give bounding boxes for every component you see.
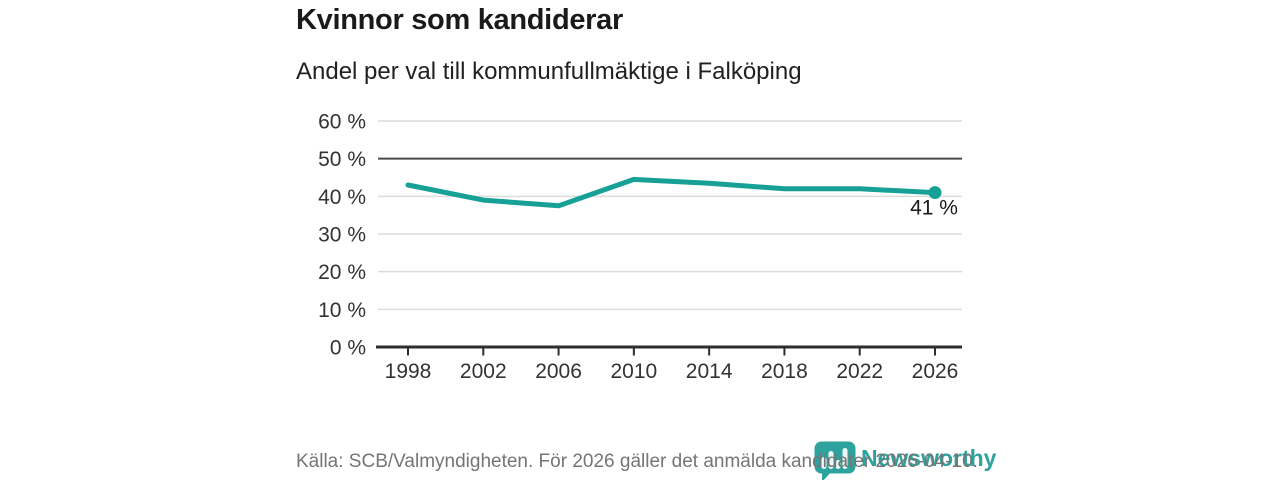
logo-bar-4 [842,448,848,469]
source-note: Källa: SCB/Valmyndigheten. För 2026 gäll… [296,451,978,472]
logo-bar-1 [821,457,827,469]
speech-bubble-tail [822,471,832,480]
trend-line-chart: 0 % 10 % 20 % 30 % 40 % 50 % 60 % 1998 2002 2006 2… [318,111,962,383]
end-value-label: 41 % [910,197,958,220]
x-axis-tick-label: 2014 [686,360,733,383]
newsworthy-wordmark: Newsworthy [861,445,997,471]
x-axis-tick-label: 2026 [912,360,959,383]
x-axis-tick-label: 2002 [460,360,507,383]
data-line-share-of-women [405,176,938,209]
y-axis-tick-label: 0 % [330,337,366,360]
logo-bar-3 [835,460,841,469]
end-point-marker [928,186,942,200]
x-axis-tick-label: 2006 [535,360,582,383]
bar-chart-speech-bubble-icon [814,441,856,480]
chart-subtitle: Andel per val till kommunfullmäktige i F… [296,58,802,85]
x-axis-tick-label: 2010 [610,360,657,383]
logo-bar-2 [828,451,834,469]
y-axis-tick-label: 60 % [318,111,366,134]
y-axis-tick-label: 20 % [318,261,366,284]
newsworthy-logo [814,441,856,480]
y-axis-tick-label: 40 % [318,186,366,209]
y-axis-tick-label: 10 % [318,299,366,322]
y-axis-tick-label: 30 % [318,224,366,247]
chart-title: Kvinnor som kandiderar [296,4,623,36]
x-axis-tick-label: 2018 [761,360,808,383]
y-axis-tick-label: 50 % [318,148,366,171]
x-axis-tick-label: 2022 [836,360,883,383]
x-axis-tick-label: 1998 [385,360,432,383]
